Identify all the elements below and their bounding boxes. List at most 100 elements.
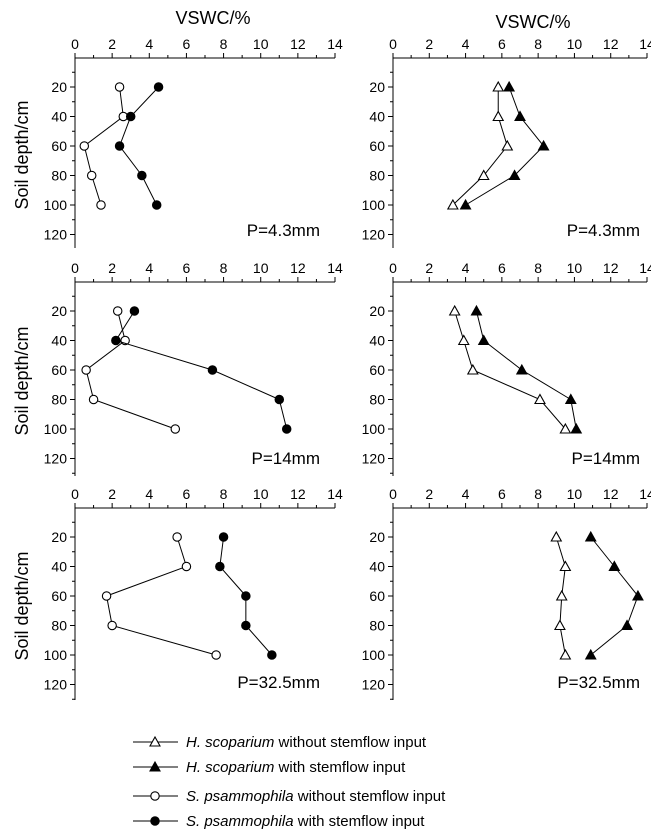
x-tick-label: 0 [71, 260, 79, 276]
data-point-circle [81, 365, 91, 375]
y-axis-title: Soil depth/cm [12, 326, 32, 435]
data-point-triangle [621, 619, 633, 631]
data-point-circle [96, 200, 106, 210]
x-tick-label: 0 [389, 486, 397, 502]
panel-precip-label: P=14mm [572, 449, 641, 468]
x-tick-label: 0 [71, 486, 79, 502]
x-tick-label: 8 [534, 36, 542, 52]
x-tick-label: 4 [462, 260, 470, 276]
legend-description: with stemflow input [274, 759, 406, 776]
legend-species: S. psammophila [186, 813, 294, 830]
data-point-triangle [608, 560, 621, 572]
x-tick-label: 8 [220, 260, 228, 276]
legend: H. scoparium without stemflow input H. sc… [133, 734, 446, 830]
x-tick-label: 2 [425, 260, 433, 276]
y-tick-label: 40 [51, 109, 67, 125]
data-point-circle [86, 170, 97, 181]
data-point-triangle [534, 393, 546, 405]
y-tick-label: 120 [362, 227, 386, 243]
y-tick-label: 100 [362, 647, 386, 663]
panel: 0 2 4 6 8 10 12 14 20 40 60 80 100 120 P=32.5mm [44, 486, 343, 700]
y-tick-label: 80 [51, 168, 67, 184]
y-tick-label: 100 [44, 647, 68, 663]
data-point-triangle [515, 363, 528, 375]
x-tick-label: 4 [145, 486, 153, 502]
x-tick-label: 12 [290, 36, 306, 52]
legend-item: H. scoparium without stemflow input [133, 734, 427, 751]
data-point-triangle [457, 334, 470, 346]
series-line [85, 310, 176, 430]
y-tick-label: 100 [44, 421, 68, 437]
data-point-triangle [584, 530, 597, 542]
y-tick-label: 60 [369, 362, 385, 378]
legend-item: S. psammophila without stemflow input [133, 788, 446, 805]
x-tick-label: 6 [498, 260, 506, 276]
data-point-triangle [149, 760, 161, 772]
data-point-circle [281, 424, 292, 434]
data-point-triangle [501, 139, 514, 151]
data-point-circle [218, 532, 229, 542]
data-point-triangle [570, 422, 583, 434]
data-point-circle [267, 650, 277, 660]
series-line [590, 536, 639, 656]
y-tick-label: 40 [369, 333, 385, 349]
x-tick-label: 4 [462, 36, 470, 52]
data-point-triangle [559, 422, 572, 434]
x-tick-label: 2 [108, 486, 116, 502]
x-tick-label: 2 [425, 36, 433, 52]
panel-precip-label: P=32.5mm [557, 673, 640, 692]
panels: Soil depth/cm Soil depth/cm Soil depth/cm 0… [12, 36, 651, 700]
data-point-circle [114, 82, 125, 92]
data-point-circle [112, 306, 123, 316]
x-tick-label: 10 [253, 486, 269, 502]
y-tick-label: 20 [51, 303, 67, 319]
data-point-triangle [448, 304, 461, 316]
y-axis-title: Soil depth/cm [12, 100, 32, 209]
panel-precip-label: P=4.3mm [247, 221, 320, 240]
y-tick-label: 120 [362, 451, 386, 467]
data-point-circle [79, 141, 90, 151]
data-point-triangle [459, 198, 472, 210]
x-tick-label: 4 [145, 36, 153, 52]
panel: 0 2 4 6 8 10 12 14 20 40 60 80 100 120 P=4.3mm [362, 36, 651, 248]
x-tick-label: 8 [220, 486, 228, 502]
y-tick-label: 120 [44, 227, 68, 243]
data-point-triangle [555, 589, 568, 601]
panel-precip-label: P=32.5mm [237, 673, 320, 692]
data-point-circle [207, 365, 218, 375]
data-point-triangle [446, 198, 459, 210]
y-tick-label: 40 [369, 109, 385, 125]
data-point-circle [150, 816, 160, 826]
x-tick-label: 12 [603, 260, 619, 276]
data-point-triangle [553, 619, 566, 631]
y-tick-label: 20 [51, 79, 67, 95]
data-point-circle [241, 591, 251, 601]
data-point-circle [153, 82, 164, 92]
x-tick-label: 10 [253, 36, 269, 52]
legend-description: with stemflow input [294, 813, 426, 830]
series-line [452, 87, 508, 206]
data-point-circle [111, 335, 121, 346]
x-tick-label: 10 [567, 36, 583, 52]
data-point-circle [137, 170, 147, 181]
x-tick-label: 6 [183, 260, 191, 276]
y-tick-label: 100 [44, 197, 68, 213]
y-tick-label: 80 [369, 168, 385, 184]
x-tick-label: 12 [603, 486, 619, 502]
data-point-triangle [514, 110, 526, 122]
y-tick-label: 20 [369, 79, 385, 95]
data-point-triangle [537, 139, 550, 151]
y-tick-label: 120 [362, 677, 386, 693]
data-point-circle [129, 306, 140, 316]
x-tick-label: 2 [108, 260, 116, 276]
data-point-circle [101, 591, 112, 601]
x-axis-title-right: VSWC/% [495, 12, 570, 32]
panel: 0 2 4 6 8 10 12 14 20 40 60 80 100 120 P=4.3mm [44, 36, 343, 248]
legend-label: S. psammophila with stemflow input [186, 813, 425, 830]
data-point-triangle [477, 169, 490, 181]
y-tick-label: 60 [369, 138, 385, 154]
legend-label: H. scoparium with stemflow input [186, 759, 406, 776]
data-point-triangle [631, 589, 644, 601]
x-tick-label: 0 [389, 260, 397, 276]
data-point-circle [88, 394, 99, 405]
